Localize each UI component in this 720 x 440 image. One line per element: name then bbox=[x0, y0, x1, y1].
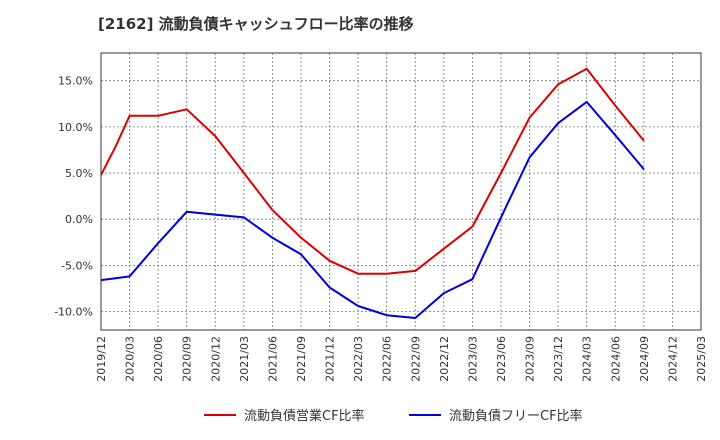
legend-label-2: 流動負債フリーCF比率 bbox=[449, 408, 583, 424]
x-tick-label: 2020/03 bbox=[124, 336, 137, 382]
series-lines bbox=[100, 67, 645, 319]
y-tick-label: -5.0% bbox=[61, 259, 93, 272]
x-tick-label: 2023/06 bbox=[495, 336, 508, 382]
series-line-1 bbox=[100, 67, 645, 275]
x-tick-label: 2022/09 bbox=[409, 336, 422, 382]
x-tick-label: 2022/06 bbox=[381, 336, 394, 382]
y-axis-ticks: 15.0% 10.0% 5.0% 0.0% -5.0% -10.0% bbox=[54, 75, 93, 319]
x-tick-label: 2024/12 bbox=[666, 336, 679, 382]
x-tick-label: 2024/06 bbox=[609, 336, 622, 382]
x-tick-label: 2021/03 bbox=[238, 336, 251, 382]
x-tick-label: 2021/12 bbox=[324, 336, 337, 382]
x-tick-label: 2020/09 bbox=[181, 336, 194, 382]
x-tick-label: 2023/09 bbox=[524, 336, 537, 382]
y-tick-label: 10.0% bbox=[58, 121, 93, 134]
x-tick-label: 2021/06 bbox=[266, 336, 279, 382]
series-line-2 bbox=[100, 100, 645, 319]
grid bbox=[101, 53, 701, 330]
plot-area-frame bbox=[100, 52, 702, 331]
x-tick-label: 2024/09 bbox=[638, 336, 651, 382]
y-tick-label: 5.0% bbox=[65, 167, 93, 180]
x-tick-label: 2022/12 bbox=[438, 336, 451, 382]
legend: 流動負債営業CF比率 流動負債フリーCF比率 bbox=[204, 408, 583, 424]
y-tick-label: -10.0% bbox=[54, 306, 93, 319]
x-tick-label: 2025/03 bbox=[695, 336, 708, 382]
x-axis-ticks: 2019/12 2020/03 2020/06 2020/09 2020/12 2021/… bbox=[95, 336, 708, 382]
x-tick-label: 2020/12 bbox=[209, 336, 222, 382]
legend-label-1: 流動負債営業CF比率 bbox=[244, 408, 365, 424]
y-tick-label: 15.0% bbox=[58, 75, 93, 88]
chart-title: [2162] 流動負債キャッシュフロー比率の推移 bbox=[98, 15, 414, 33]
x-tick-label: 2023/12 bbox=[552, 336, 565, 382]
x-tick-label: 2024/03 bbox=[581, 336, 594, 382]
x-tick-label: 2023/03 bbox=[466, 336, 479, 382]
x-tick-label: 2021/09 bbox=[295, 336, 308, 382]
x-tick-label: 2019/12 bbox=[95, 336, 108, 382]
y-tick-label: 0.0% bbox=[65, 213, 93, 226]
x-tick-label: 2022/03 bbox=[352, 336, 365, 382]
x-tick-label: 2020/06 bbox=[152, 336, 165, 382]
